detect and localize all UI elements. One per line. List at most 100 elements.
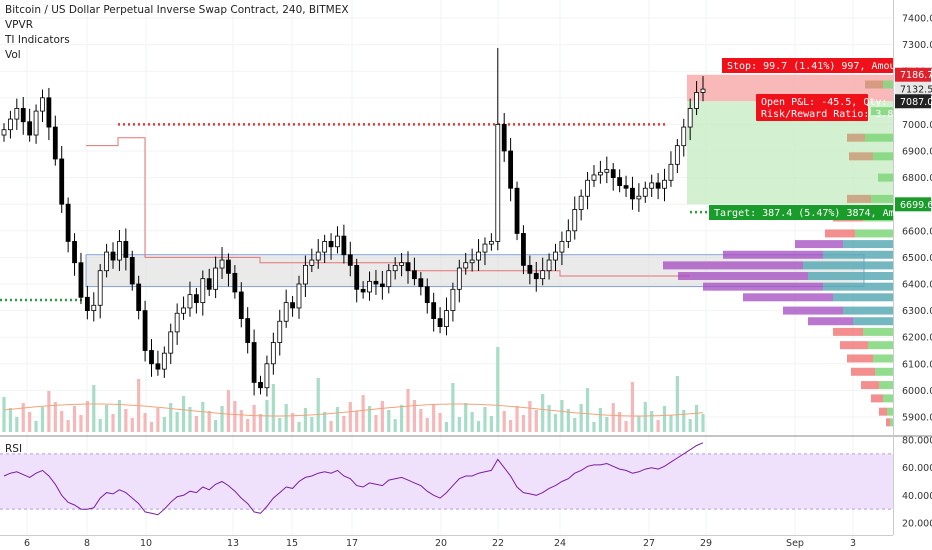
vpvr-up-bar: [873, 354, 893, 363]
volume-bar: [451, 383, 455, 432]
volume-bar: [15, 417, 19, 432]
volume-bar: [355, 411, 359, 432]
volume-bar: [374, 415, 378, 432]
candle-body: [495, 124, 501, 242]
candle-body: [412, 270, 417, 280]
volume-bar: [92, 385, 96, 432]
vpvr-down-bar: [849, 152, 873, 161]
volume-bar: [585, 388, 590, 432]
candle-body: [463, 262, 469, 269]
candle-body: [527, 264, 533, 274]
volume-bar: [694, 405, 699, 432]
legend-indicator-vol[interactable]: Vol: [5, 49, 21, 61]
target-label-box: [709, 205, 893, 220]
volume-bar: [34, 421, 38, 432]
candle-body: [700, 88, 706, 93]
vpvr-down-bar: [663, 261, 803, 270]
legend-indicator-vpvr[interactable]: VPVR: [5, 19, 33, 31]
candle-body: [694, 92, 699, 109]
candle-body: [604, 169, 610, 173]
candle-body: [553, 251, 558, 261]
price-tick-label: 6600.0: [902, 226, 932, 237]
candle-body: [117, 241, 122, 261]
price-tick-label: 6300.0: [902, 306, 932, 317]
candle-body: [277, 320, 283, 343]
volume-bar: [367, 406, 372, 432]
rsi-line: [3, 442, 704, 516]
candle-body: [687, 108, 693, 128]
price-tick-label: 6100.0: [902, 359, 932, 370]
volume-bar: [419, 409, 423, 432]
candle-body: [258, 382, 263, 389]
volume-bar: [682, 410, 686, 432]
candle-body: [597, 171, 603, 176]
vpvr-down-bar: [825, 229, 855, 238]
candle-body: [488, 241, 494, 245]
vpvr-up-bar: [873, 152, 893, 161]
rsi-pane-label: RSI: [5, 443, 23, 455]
price-tick-label: 6000.0: [902, 386, 932, 397]
candle-body: [578, 195, 584, 210]
volume-bar: [149, 422, 154, 432]
vpvr-down-bar: [871, 394, 883, 403]
stop-label-box: [722, 58, 893, 73]
price-tag-box: [895, 82, 931, 97]
vpvr-down-bar: [847, 133, 865, 142]
candle-body: [431, 302, 437, 319]
vpvr-down-bar: [865, 80, 883, 89]
vpvr-up-bar: [833, 293, 893, 302]
candle-body: [392, 264, 398, 272]
vpvr-down-bar: [743, 293, 833, 302]
rsi-band: [0, 453, 893, 510]
volume-bar: [406, 389, 410, 432]
price-tag-box: [895, 67, 931, 82]
candle-body: [46, 97, 52, 128]
rsi-tick-label: 80.0000: [902, 436, 932, 447]
volume-bar: [252, 405, 256, 432]
volume-bar: [258, 414, 263, 432]
candle-body: [270, 342, 276, 365]
volume-bar: [181, 396, 186, 432]
vpvr-up-bar: [871, 107, 893, 116]
candle-body: [65, 203, 71, 242]
price-tick-label: 7400.0: [902, 14, 932, 25]
candle-body: [399, 262, 404, 266]
candle-body: [591, 174, 597, 181]
candle-body: [636, 195, 642, 200]
candle-body: [91, 304, 97, 311]
candle-body: [610, 169, 616, 178]
volume-bar: [169, 403, 173, 432]
candle-body: [456, 267, 462, 290]
volume-bar: [573, 418, 577, 432]
volume-bar: [534, 410, 538, 432]
volume-bar: [310, 417, 314, 432]
time-tick-label: 6: [24, 538, 30, 549]
volume-bar: [239, 410, 243, 432]
candle-body: [373, 280, 379, 285]
candle-body: [232, 272, 238, 293]
volume-bar: [496, 347, 500, 432]
price-tag-label: 6699.6: [900, 200, 932, 211]
volume-ma-line: [3, 403, 704, 417]
candle-body: [655, 182, 661, 189]
candle-body: [347, 254, 353, 266]
candle-body: [559, 241, 565, 253]
vpvr-down-bar: [808, 317, 853, 326]
candle-body: [367, 280, 372, 293]
volume-bar: [85, 401, 89, 432]
candle-body: [662, 179, 667, 189]
time-tick-label: 20: [435, 538, 447, 549]
volume-bar: [630, 382, 635, 432]
candle-body: [572, 209, 578, 232]
candle-body: [585, 179, 590, 197]
time-tick-label: 27: [643, 538, 655, 549]
legend-indicator-ti[interactable]: TI Indicators: [5, 34, 70, 46]
price-tick-label: 6500.0: [902, 253, 932, 264]
rr-label: Risk/Reward Ratio: 3.89: [761, 109, 899, 120]
price-tag-box: [895, 197, 931, 212]
candle-body: [129, 256, 135, 285]
volume-bar: [560, 400, 564, 432]
price-tag-label: 7186.7: [900, 70, 932, 81]
candle-body: [437, 318, 443, 327]
